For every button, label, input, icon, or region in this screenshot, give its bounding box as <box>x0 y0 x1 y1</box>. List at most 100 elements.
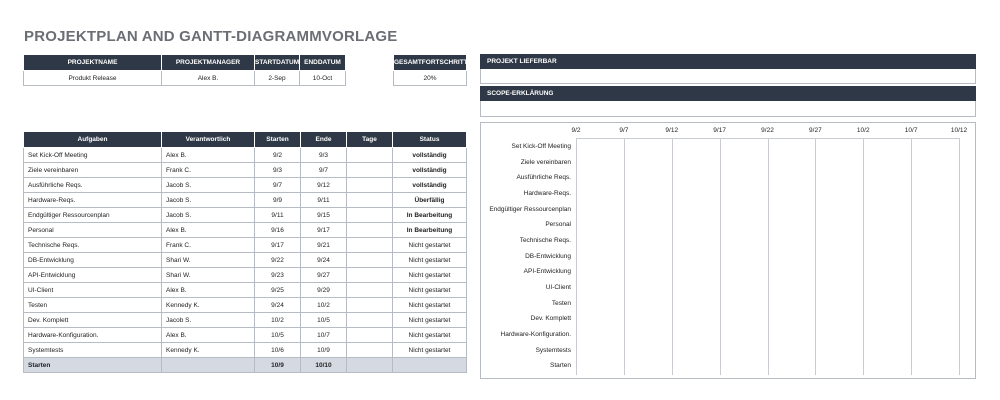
owner-cell[interactable]: Kennedy K. <box>161 297 255 313</box>
end-cell[interactable]: 9/29 <box>300 282 347 298</box>
days-cell[interactable] <box>346 267 393 283</box>
end-cell[interactable]: 10/2 <box>300 297 347 313</box>
start-cell[interactable]: 9/25 <box>254 282 301 298</box>
owner-cell[interactable]: Alex B. <box>161 327 255 343</box>
start-cell[interactable]: 9/16 <box>254 222 301 238</box>
start-date-cell[interactable]: 2-Sep <box>254 70 300 86</box>
gantt-task-label: UI-Client <box>545 283 571 291</box>
start-cell[interactable]: 9/22 <box>254 252 301 268</box>
footer-status-cell[interactable] <box>392 357 467 373</box>
status-cell[interactable]: Nicht gestartet <box>392 312 467 328</box>
start-cell[interactable]: 10/2 <box>254 312 301 328</box>
scope-field[interactable] <box>480 101 976 117</box>
task-name-cell[interactable]: Ausführliche Reqs. <box>23 177 162 193</box>
status-cell[interactable]: Nicht gestartet <box>392 267 467 283</box>
status-cell[interactable]: Nicht gestartet <box>392 237 467 253</box>
end-cell[interactable]: 9/27 <box>300 267 347 283</box>
owner-cell[interactable]: Jacob S. <box>161 192 255 208</box>
end-cell[interactable]: 10/7 <box>300 327 347 343</box>
status-cell[interactable]: Nicht gestartet <box>392 282 467 298</box>
days-cell[interactable] <box>346 162 393 178</box>
start-cell[interactable]: 9/2 <box>254 147 301 163</box>
footer-owner-cell[interactable] <box>161 357 255 373</box>
footer-days-cell[interactable] <box>346 357 393 373</box>
status-cell[interactable]: vollständig <box>392 147 467 163</box>
header-days: Tage <box>346 131 393 148</box>
days-cell[interactable] <box>346 342 393 358</box>
days-cell[interactable] <box>346 312 393 328</box>
owner-cell[interactable]: Shari W. <box>161 252 255 268</box>
days-cell[interactable] <box>346 177 393 193</box>
owner-cell[interactable]: Frank C. <box>161 237 255 253</box>
owner-cell[interactable]: Alex B. <box>161 222 255 238</box>
status-cell[interactable]: vollständig <box>392 177 467 193</box>
start-cell[interactable]: 10/5 <box>254 327 301 343</box>
end-cell[interactable]: 9/7 <box>300 162 347 178</box>
days-cell[interactable] <box>346 282 393 298</box>
owner-cell[interactable]: Shari W. <box>161 267 255 283</box>
status-cell[interactable]: Nicht gestartet <box>392 342 467 358</box>
owner-cell[interactable]: Kennedy K. <box>161 342 255 358</box>
project-manager-cell[interactable]: Alex B. <box>161 70 255 86</box>
status-cell[interactable]: Nicht gestartet <box>392 252 467 268</box>
start-cell[interactable]: 9/7 <box>254 177 301 193</box>
task-name-cell[interactable]: UI-Client <box>23 282 162 298</box>
days-cell[interactable] <box>346 222 393 238</box>
end-cell[interactable]: 10/9 <box>300 342 347 358</box>
status-cell[interactable]: Nicht gestartet <box>392 297 467 313</box>
task-name-cell[interactable]: API-Entwicklung <box>23 267 162 283</box>
status-cell[interactable]: In Bearbeitung <box>392 207 467 223</box>
days-cell[interactable] <box>346 192 393 208</box>
task-name-cell[interactable]: Set Kick-Off Meeting <box>23 147 162 163</box>
owner-cell[interactable]: Jacob S. <box>161 207 255 223</box>
end-cell[interactable]: 9/11 <box>300 192 347 208</box>
owner-cell[interactable]: Alex B. <box>161 147 255 163</box>
task-name-cell[interactable]: Ziele vereinbaren <box>23 162 162 178</box>
end-cell[interactable]: 10/5 <box>300 312 347 328</box>
owner-cell[interactable]: Jacob S. <box>161 177 255 193</box>
start-cell[interactable]: 9/23 <box>254 267 301 283</box>
days-cell[interactable] <box>346 207 393 223</box>
days-cell[interactable] <box>346 147 393 163</box>
task-name-cell[interactable]: Hardware-Reqs. <box>23 192 162 208</box>
status-cell[interactable]: vollständig <box>392 162 467 178</box>
task-name-cell[interactable]: Systemtests <box>23 342 162 358</box>
footer-end-cell[interactable]: 10/10 <box>300 357 347 373</box>
task-name-cell[interactable]: Testen <box>23 297 162 313</box>
start-cell[interactable]: 9/17 <box>254 237 301 253</box>
status-cell[interactable]: In Bearbeitung <box>392 222 467 238</box>
owner-cell[interactable]: Jacob S. <box>161 312 255 328</box>
task-name-cell[interactable]: DB-Entwicklung <box>23 252 162 268</box>
owner-cell[interactable]: Alex B. <box>161 282 255 298</box>
days-cell[interactable] <box>346 252 393 268</box>
days-cell[interactable] <box>346 237 393 253</box>
start-cell[interactable]: 9/3 <box>254 162 301 178</box>
start-cell[interactable]: 9/11 <box>254 207 301 223</box>
end-cell[interactable]: 9/12 <box>300 177 347 193</box>
end-cell[interactable]: 9/15 <box>300 207 347 223</box>
task-name-cell[interactable]: Endgültiger Ressourcenplan <box>23 207 162 223</box>
start-cell[interactable]: 10/6 <box>254 342 301 358</box>
end-date-cell[interactable]: 10-Oct <box>299 70 346 86</box>
status-cell[interactable]: Nicht gestartet <box>392 327 467 343</box>
task-name-cell[interactable]: Dev. Komplett <box>23 312 162 328</box>
overall-progress-cell[interactable]: 20% <box>393 70 467 86</box>
footer-start-cell[interactable]: 10/9 <box>254 357 301 373</box>
end-cell[interactable]: 9/3 <box>300 147 347 163</box>
start-cell[interactable]: 9/24 <box>254 297 301 313</box>
days-cell[interactable] <box>346 327 393 343</box>
project-name-cell[interactable]: Produkt Release <box>23 70 162 86</box>
status-cell[interactable]: Überfällig <box>392 192 467 208</box>
task-name-cell[interactable]: Technische Reqs. <box>23 237 162 253</box>
deliverable-field[interactable] <box>480 69 976 84</box>
owner-cell[interactable]: Frank C. <box>161 162 255 178</box>
task-name-cell[interactable]: Personal <box>23 222 162 238</box>
end-cell[interactable]: 9/21 <box>300 237 347 253</box>
end-cell[interactable]: 9/24 <box>300 252 347 268</box>
table-row: Endgültiger Ressourcenplan Jacob S. 9/11 9/… <box>23 207 467 223</box>
footer-task-name-cell[interactable]: Starten <box>23 357 162 373</box>
end-cell[interactable]: 9/17 <box>300 222 347 238</box>
task-name-cell[interactable]: Hardware-Konfiguration. <box>23 327 162 343</box>
start-cell[interactable]: 9/9 <box>254 192 301 208</box>
days-cell[interactable] <box>346 297 393 313</box>
